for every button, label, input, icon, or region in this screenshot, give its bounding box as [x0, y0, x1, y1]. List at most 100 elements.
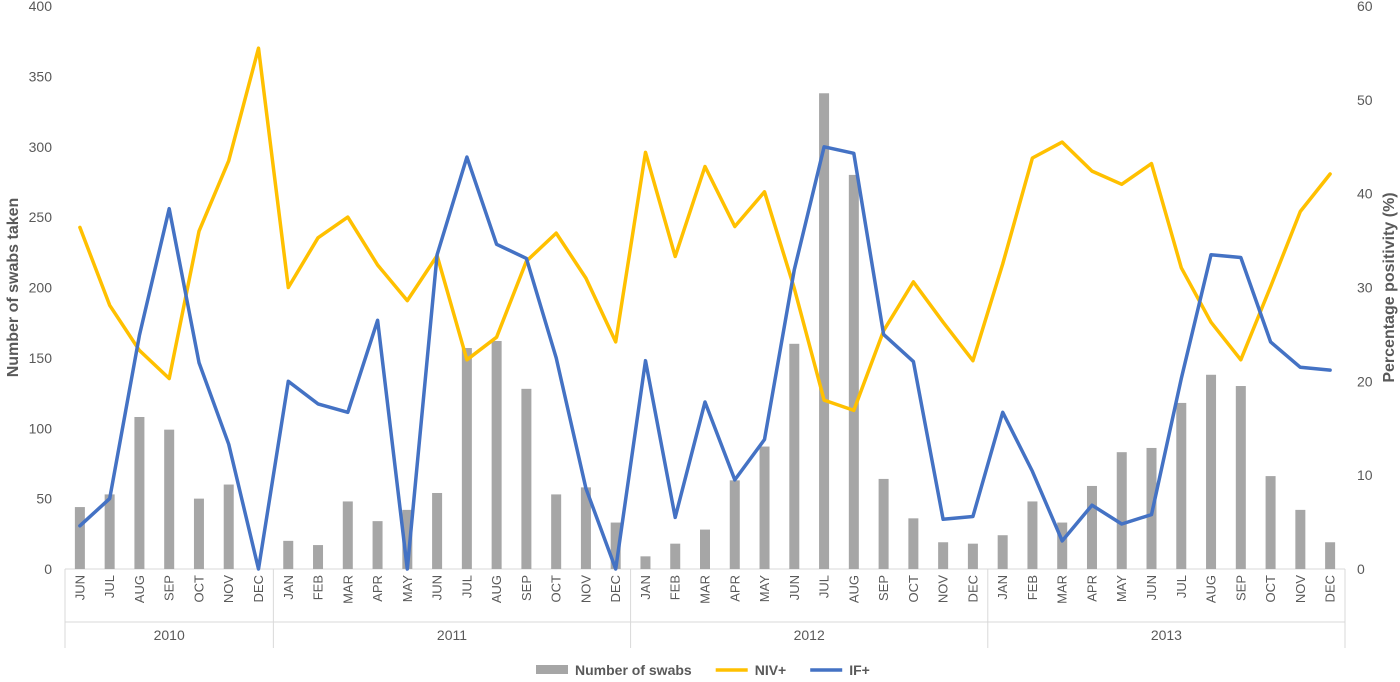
line-niv [78, 46, 1332, 413]
bar-swabs [193, 498, 204, 569]
x-tick-label: OCT [192, 575, 207, 603]
bar-swabs [1176, 402, 1187, 569]
y2-tick-label: 10 [1357, 467, 1373, 483]
x-tick-label: NOV [1293, 575, 1308, 604]
bar-swabs [551, 494, 562, 569]
x-tick-label: JUN [430, 575, 445, 600]
legend-swatch-swabs [536, 665, 568, 674]
y-tick-label: 200 [29, 280, 53, 296]
bar-swabs [1116, 452, 1127, 569]
y2-tick-label: 30 [1357, 280, 1373, 296]
bar-swabs [1295, 509, 1306, 569]
bar-swabs [997, 535, 1008, 569]
bar-swabs [610, 522, 621, 569]
y-axis-title: Number of swabs taken [5, 198, 22, 378]
year-label: 2013 [1151, 627, 1182, 643]
bar-swabs [104, 494, 115, 569]
bar-swabs [223, 484, 234, 569]
bar-swabs [1325, 542, 1336, 569]
bar-swabs [1057, 522, 1068, 569]
y-tick-label: 100 [29, 420, 53, 436]
x-tick-label: JUL [459, 575, 474, 598]
x-tick-label: OCT [906, 575, 921, 603]
x-tick-label: OCT [549, 575, 564, 603]
bar-swabs [1265, 476, 1276, 569]
bar-swabs [402, 509, 413, 569]
x-tick-label: NOV [578, 575, 593, 604]
x-tick-label: MAR [340, 575, 355, 604]
bar-swabs [580, 487, 591, 569]
y-tick-label: 400 [29, 0, 53, 14]
year-label: 2012 [794, 627, 825, 643]
x-tick-label: OCT [1263, 575, 1278, 603]
x-tick-label: JUN [787, 575, 802, 600]
bar-swabs [342, 501, 353, 569]
bar-swabs [372, 521, 383, 569]
x-tick-label: JAN [995, 575, 1010, 600]
legend-label: IF+ [849, 662, 870, 677]
y-tick-label: 50 [36, 491, 52, 507]
x-tick-label: FEB [311, 575, 326, 600]
bar-swabs [640, 556, 651, 569]
x-tick-label: JAN [281, 575, 296, 600]
x-tick-label: AUG [1204, 575, 1219, 603]
x-tick-label: NOV [221, 575, 236, 604]
bar-swabs [432, 492, 443, 569]
y2-tick-label: 0 [1357, 561, 1365, 577]
x-tick-label: SEP [162, 575, 177, 601]
x-tick-label: MAY [1114, 575, 1129, 603]
x-tick-label: JUN [72, 575, 87, 600]
bar-swabs [908, 518, 919, 569]
x-tick-label: MAY [757, 575, 772, 603]
x-tick-label: DEC [965, 575, 980, 602]
x-tick-label: APR [1085, 575, 1100, 602]
x-tick-label: DEC [1323, 575, 1338, 602]
bar-swabs [283, 540, 294, 569]
y-tick-label: 0 [44, 561, 52, 577]
y2-tick-label: 60 [1357, 0, 1373, 14]
x-tick-label: JAN [638, 575, 653, 600]
bar-swabs [700, 529, 710, 569]
bar-swabs [759, 446, 770, 569]
x-tick-label: SEP [1233, 575, 1248, 601]
bar-swabs [670, 543, 681, 569]
bar-swabs [938, 542, 949, 569]
y-tick-label: 150 [29, 350, 53, 366]
x-tick-label: APR [370, 575, 385, 602]
year-label: 2010 [154, 627, 185, 643]
x-tick-label: AUG [132, 575, 147, 603]
bar-swabs [967, 543, 978, 569]
y2-axis-title: Percentage positivity (%) [1381, 192, 1398, 382]
bar-swabs [729, 480, 740, 569]
bar-swabs [878, 478, 889, 569]
bar-swabs [1027, 501, 1038, 569]
x-tick-label: AUG [846, 575, 861, 603]
bar-swabs [461, 348, 472, 569]
y-tick-label: 250 [29, 209, 53, 225]
x-tick-label: JUN [1144, 575, 1159, 600]
bar-swabs [491, 340, 502, 569]
y-tick-label: 300 [29, 139, 53, 155]
x-tick-label: NOV [936, 575, 951, 604]
x-tick-label: SEP [876, 575, 891, 601]
x-tick-label: JUL [817, 575, 832, 598]
x-tick-label: DEC [251, 575, 266, 602]
x-tick-label: DEC [608, 575, 623, 602]
x-tick-label: MAR [1055, 575, 1070, 604]
legend-label: Number of swabs [575, 662, 692, 677]
y-tick-label: 350 [29, 68, 53, 84]
x-tick-label: AUG [489, 575, 504, 603]
x-tick-label: JUL [102, 575, 117, 598]
x-tick-label: MAR [698, 575, 713, 604]
x-tick-label: SEP [519, 575, 534, 601]
bar-swabs [819, 93, 830, 569]
line-if [78, 145, 1332, 571]
year-label: 2011 [437, 627, 467, 643]
legend-label: NIV+ [755, 662, 787, 677]
bar-swabs [848, 174, 859, 569]
x-tick-label: APR [727, 575, 742, 602]
bar-swabs [164, 429, 175, 569]
x-tick-label: MAY [400, 575, 415, 603]
